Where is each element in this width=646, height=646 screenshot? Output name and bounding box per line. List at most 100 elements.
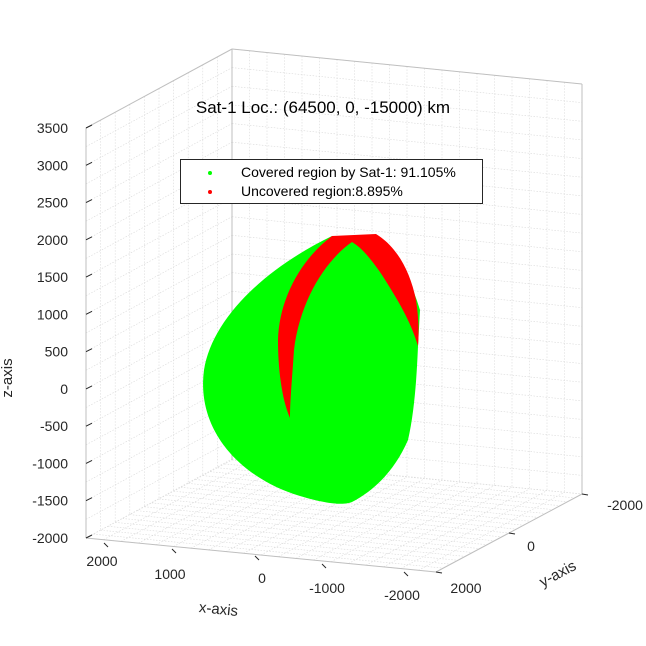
grid-line [158,498,510,534]
z-tick-mark [85,273,93,278]
grid-line [365,486,513,566]
legend-label-uncovered: Uncovered region:8.895% [241,183,403,199]
grid-line [313,481,460,561]
grid-line [85,291,233,371]
z-tick-mark [85,385,93,390]
z-tick-mark [85,124,93,129]
grid-line [243,475,390,554]
grid-line [85,402,233,483]
grid-line [208,471,355,551]
grid-line [85,123,233,203]
x-axis-label: x-axis [198,599,239,620]
z-tick-label: 0 [60,381,68,397]
grid-line [85,459,233,539]
grid-line [173,468,320,547]
grid-line [85,86,233,166]
z-tick-label: -2000 [32,530,68,546]
x-tick-label: 2000 [86,553,117,569]
grid-line [85,328,233,408]
grid-line [100,529,451,565]
z-tick-label: -1500 [32,493,68,509]
grid-line [295,480,443,559]
grid-line [85,421,233,501]
grid-line [122,518,473,553]
grid-line [330,483,478,563]
z-tick-label: 2500 [37,195,68,211]
x-tick-mark [403,571,409,577]
z-tick-label: 2000 [37,232,68,248]
z-tick-mark [85,460,93,464]
legend-entry-uncovered: Uncovered region:8.895% [181,182,482,202]
x-tick-mark [254,555,260,561]
x-tick-label: -2000 [384,587,420,603]
grid-line [85,253,233,334]
grid-line [85,141,233,222]
z-tick-label: -500 [40,418,68,434]
grid-line [93,533,444,569]
covered-marker-icon [208,171,212,175]
y-tick-label: 0 [527,538,535,554]
grid-line [85,440,233,520]
z-tick-mark [85,348,93,353]
grid-line [85,216,233,296]
x-tick-label: 1000 [154,566,185,582]
z-tick-label: 1000 [37,306,68,322]
chart-title: Sat-1 Loc.: (64500, 0, -15000) km [195,98,451,117]
data-layer [203,234,420,504]
uncovered-region-series [278,234,419,418]
z-tick-label: 3500 [37,120,68,136]
z-axis-label: z-axis [0,358,16,397]
grid-line [85,272,233,352]
grid-line [138,464,285,544]
z-tick-mark [85,161,93,166]
grid-line [260,476,408,556]
grid-line [348,485,495,564]
grid-line [85,235,233,315]
covered-region-series [203,236,420,504]
grid-line [85,309,233,390]
grid-line [85,197,233,278]
z-tick-label: 1500 [37,269,68,285]
y-tick-label: 2000 [450,580,481,596]
grid-line [120,463,268,542]
grid-line [190,469,338,549]
z-axis-ticks: 3500 3000 2500 2000 1500 1000 500 0 -500 -1000 -15… [32,120,93,546]
y-tick-mark [435,571,443,574]
grid-line [103,461,250,540]
y-tick-label: -2000 [607,497,643,513]
y-axis-ticks: -2000 0 2000 [435,493,643,596]
uncovered-marker-icon [208,190,212,194]
grid-line [151,502,502,538]
grid-line [85,104,233,185]
grid-line [155,466,303,546]
y-tick-mark [508,532,516,535]
x-tick-label: 0 [258,570,266,586]
z-tick-mark [85,310,93,315]
grid-line [129,514,480,549]
x-tick-mark [321,563,327,569]
legend-entry-covered: Covered region by Sat-1: 91.105% [181,163,482,183]
y-axis-label: y-axis [537,557,580,590]
z-tick-label: -1000 [32,455,68,471]
x-tick-mark [103,542,109,548]
z-tick-label: 3000 [37,157,68,173]
legend: Covered region by Sat-1: 91.105% Uncover… [180,159,483,204]
grid-line [278,478,425,557]
z-tick-mark [85,534,93,539]
z-tick-mark [85,199,93,203]
z-tick-mark [85,497,93,502]
z-tick-mark [85,422,93,427]
legend-label-covered: Covered region by Sat-1: 91.105% [241,164,456,180]
grid-line [418,492,565,571]
x-axis-ticks: 2000 1000 0 -1000 -2000 [86,542,420,603]
z-tick-label: 500 [45,344,69,360]
grid-line [400,490,548,569]
x-tick-mark [171,548,177,554]
grid-line [85,67,233,147]
x-tick-label: -1000 [309,580,345,596]
grid-line [383,488,530,568]
grid-line [225,473,373,552]
z-tick-mark [85,236,93,241]
y-tick-mark [581,493,589,496]
